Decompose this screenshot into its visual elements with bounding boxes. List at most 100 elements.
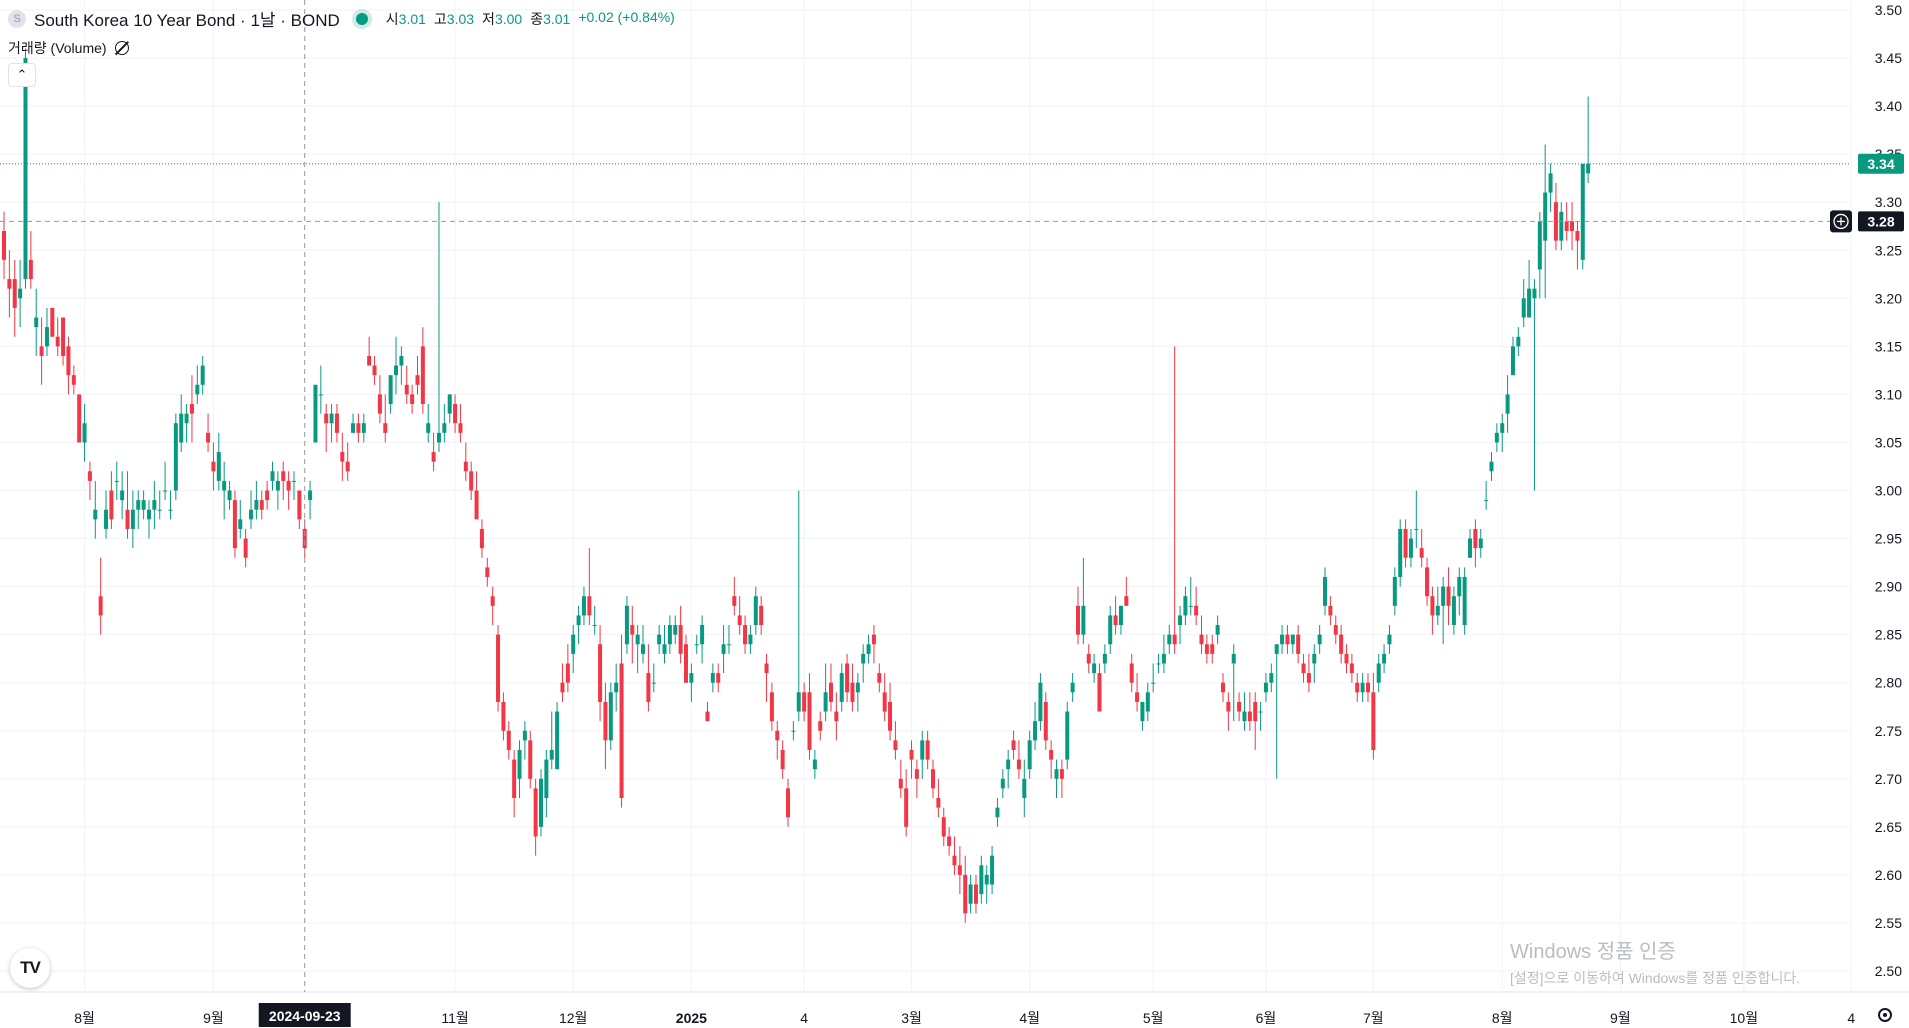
candle-body bbox=[1435, 605, 1440, 616]
candle-body bbox=[340, 452, 345, 462]
candle-body bbox=[1129, 663, 1134, 683]
candle-body bbox=[141, 500, 146, 510]
candle-body bbox=[136, 500, 141, 510]
candle-body bbox=[1489, 461, 1494, 472]
candle-body bbox=[1258, 711, 1263, 713]
candle-body bbox=[909, 749, 914, 760]
candle-body bbox=[1323, 576, 1328, 606]
x-tick-label: 8월 bbox=[74, 1010, 95, 1026]
ohlc-values: 시3.01 고3.03 저3.00 종3.01 +0.02 (+0.84%) bbox=[385, 8, 675, 27]
candle-body bbox=[549, 749, 554, 760]
candle-body bbox=[710, 673, 715, 683]
candle-body bbox=[173, 423, 178, 491]
candle-body bbox=[1285, 634, 1290, 645]
candle-body bbox=[130, 509, 135, 529]
windows-activation-watermark: Windows 정품 인증 [설정]으로 이동하여 Windows를 정품 인증… bbox=[1510, 935, 1800, 988]
candle-body bbox=[211, 461, 216, 472]
candle-body bbox=[463, 461, 468, 472]
candle-body bbox=[828, 682, 833, 702]
candle-body bbox=[1349, 663, 1354, 674]
candle-body bbox=[458, 423, 463, 433]
candle-body bbox=[1188, 605, 1193, 607]
x-tick-label: 9월 bbox=[203, 1010, 224, 1026]
y-tick-label: 2.50 bbox=[1875, 963, 1902, 979]
candle-body bbox=[55, 336, 60, 347]
candle-body bbox=[1580, 163, 1585, 260]
y-tick-label: 2.60 bbox=[1875, 867, 1902, 883]
candle-body bbox=[157, 509, 162, 511]
candle-body bbox=[1145, 692, 1150, 712]
tradingview-logo[interactable]: TV bbox=[10, 948, 50, 988]
candle-body bbox=[297, 490, 302, 520]
candle-body bbox=[1199, 634, 1204, 645]
x-tick-label: 4 bbox=[800, 1010, 808, 1026]
candle-body bbox=[737, 615, 742, 626]
candle-body bbox=[1038, 682, 1043, 722]
gear-icon[interactable] bbox=[1878, 1008, 1892, 1022]
candle-body bbox=[87, 471, 92, 481]
y-tick-label: 3.25 bbox=[1875, 242, 1902, 258]
volume-label: 거래량 (Volume) bbox=[8, 40, 107, 56]
symbol-title[interactable]: South Korea 10 Year Bond · 1날 · BOND bbox=[34, 11, 340, 30]
candle-body bbox=[66, 346, 71, 376]
crosshair-price-badge bbox=[1858, 211, 1904, 232]
y-tick-label: 2.90 bbox=[1875, 579, 1902, 595]
candle-body bbox=[1510, 346, 1515, 376]
candle-body bbox=[764, 663, 769, 674]
candle-body bbox=[1500, 423, 1505, 433]
candle-body bbox=[812, 759, 817, 770]
candle-body bbox=[592, 625, 597, 627]
candle-body bbox=[1076, 605, 1080, 635]
candle-body bbox=[120, 490, 125, 501]
candle-body bbox=[1339, 634, 1344, 654]
candle-body bbox=[839, 673, 844, 702]
candle-body bbox=[1027, 740, 1032, 770]
candles-group bbox=[2, 48, 1591, 923]
last-price-label: 3.34 bbox=[1867, 156, 1894, 172]
candle-body bbox=[496, 634, 501, 702]
candle-body bbox=[861, 653, 866, 664]
candle-body bbox=[904, 788, 909, 827]
candle-body bbox=[952, 855, 957, 866]
candle-body bbox=[1527, 288, 1532, 318]
candle-body bbox=[1468, 538, 1473, 558]
candle-body bbox=[436, 432, 441, 443]
candle-body bbox=[1263, 682, 1268, 693]
candle-body bbox=[673, 625, 678, 635]
x-tick-label: 4 bbox=[1847, 1010, 1855, 1026]
candle-body bbox=[1204, 644, 1209, 654]
candle-body bbox=[576, 615, 581, 626]
candle-body bbox=[420, 346, 425, 405]
candle-body bbox=[1151, 682, 1156, 684]
candle-body bbox=[802, 692, 807, 712]
candle-body bbox=[1092, 663, 1097, 674]
candle-body bbox=[388, 375, 393, 405]
candle-body bbox=[1553, 202, 1558, 241]
candle-body bbox=[968, 884, 973, 904]
candle-body bbox=[184, 413, 189, 424]
x-tick-label: 12월 bbox=[559, 1010, 587, 1026]
candle-body bbox=[7, 279, 12, 289]
volume-indicator-legend[interactable]: 거래량 (Volume) bbox=[8, 38, 129, 58]
candle-body bbox=[1548, 173, 1553, 193]
candle-body bbox=[657, 634, 662, 645]
candle-body bbox=[410, 394, 415, 405]
candle-body bbox=[1457, 576, 1462, 597]
candle-body bbox=[1108, 615, 1113, 645]
x-tick-label: 8월 bbox=[1492, 1010, 1513, 1026]
add-alert-icon-ring bbox=[1833, 213, 1849, 230]
candle-body bbox=[1113, 615, 1118, 626]
candle-body bbox=[925, 740, 930, 760]
candle-body bbox=[1161, 653, 1166, 664]
candle-body bbox=[888, 701, 893, 731]
candle-body bbox=[957, 865, 962, 875]
eye-off-icon[interactable] bbox=[114, 41, 129, 55]
candle-body bbox=[1016, 759, 1021, 770]
candle-body bbox=[823, 692, 828, 712]
candle-body bbox=[313, 384, 318, 443]
candle-body bbox=[345, 461, 350, 472]
collapse-legend-button[interactable]: ⌃ bbox=[8, 63, 36, 87]
chart-legend: S South Korea 10 Year Bond · 1날 · BOND 시… bbox=[8, 6, 675, 31]
candle-body bbox=[528, 740, 533, 779]
